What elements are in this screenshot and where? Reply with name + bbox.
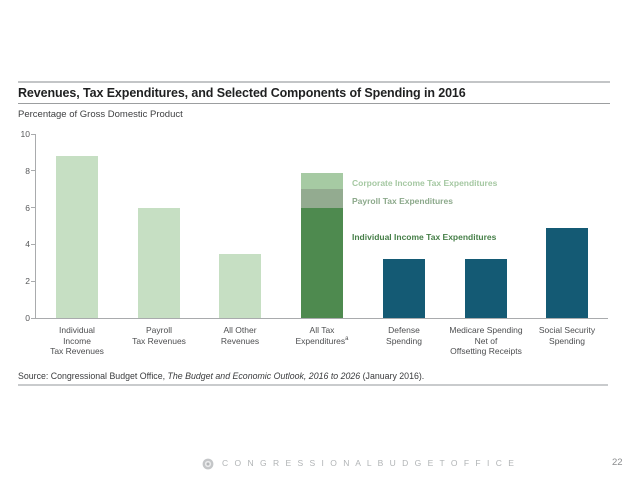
y-axis-tick-label: 6 <box>25 202 30 213</box>
x-axis-label: Medicare Spending Net of Offsetting Receip… <box>434 325 538 357</box>
x-axis-label: Defense Spending <box>352 325 456 346</box>
x-axis-label-line: Social Security <box>538 325 596 335</box>
footnote-marker: a <box>345 335 349 342</box>
y-axis-tick-label: 8 <box>25 165 30 176</box>
page-number: 22 <box>612 457 623 468</box>
x-axis-label-line: Income <box>63 335 91 346</box>
x-axis-label-line: Tax Revenues <box>50 346 104 356</box>
x-axis-label-line: Tax Revenues <box>132 335 186 346</box>
source-prefix: Source: Congressional Budget Office, <box>18 371 168 381</box>
bar-segment <box>301 189 343 208</box>
x-axis-label-line: All Other <box>223 325 257 335</box>
bar-3 <box>219 253 261 318</box>
y-axis-tick <box>31 207 35 209</box>
y-axis-tick-label: 0 <box>25 313 30 323</box>
bar-segment <box>301 207 343 318</box>
x-axis-label-line: Revenues <box>220 335 260 346</box>
bar-5 <box>383 259 425 318</box>
y-axis-tick <box>31 243 35 245</box>
x-axis-label-line: Expendituresa <box>295 335 349 346</box>
y-axis-unit-label: Percentage of Gross Domestic Product <box>18 109 183 120</box>
source-publication: The Budget and Economic Outlook, 2016 to… <box>167 371 361 381</box>
y-axis-tick <box>31 170 35 172</box>
bar-7 <box>546 227 588 318</box>
annotation-individual-tax-expenditures: Individual Income Tax Expenditures <box>352 232 497 242</box>
source-note: Source: Congressional Budget Office, The… <box>18 371 424 381</box>
x-axis-label-line: Defense <box>388 325 420 335</box>
x-axis-label-line: Offsetting Receipts <box>450 346 522 356</box>
x-axis-label-line: Spending <box>549 335 585 346</box>
x-axis-label-line: Payroll <box>146 325 172 335</box>
x-axis-label-line: Net of <box>474 335 498 346</box>
bar-6 <box>465 259 507 318</box>
y-axis-tick-label: 4 <box>25 239 30 250</box>
y-axis-tick <box>31 133 35 135</box>
bar-chart-plot-area: 0 2 4 6 8 10 Individual Income Tax Revenues Payro… <box>21 129 608 356</box>
x-axis-label: Individual Income Tax Revenues <box>25 325 129 357</box>
cbo-logo-icon <box>202 457 214 475</box>
y-axis-tick-label: 2 <box>25 276 30 287</box>
title-rule-bottom <box>18 103 610 104</box>
bar-segment <box>301 172 343 190</box>
title-rule-top <box>18 81 610 83</box>
bar-2 <box>138 207 180 318</box>
x-axis-label-line: Medicare Spending <box>449 325 523 335</box>
x-axis-label: Payroll Tax Revenues <box>107 325 211 346</box>
chart-title: Revenues, Tax Expenditures, and Selected… <box>18 86 466 100</box>
annotation-corporate-tax-expenditures: Corporate Income Tax Expenditures <box>352 178 498 188</box>
annotation-payroll-tax-expenditures: Payroll Tax Expenditures <box>352 196 453 206</box>
stacked-bar-4 <box>301 172 343 318</box>
x-axis-label-line: Spending <box>386 335 422 346</box>
bar-1 <box>56 156 98 318</box>
footer-org-name: C O N G R E S S I O N A L B U D G E T O … <box>222 458 516 468</box>
footer-rule <box>18 384 608 386</box>
x-axis-label: All Other Revenues <box>188 325 292 346</box>
y-axis-tick <box>31 317 35 319</box>
x-axis-label-line: All Tax <box>309 325 335 335</box>
x-axis-label-line: Individual <box>59 325 95 335</box>
y-axis-tick <box>31 280 35 282</box>
source-suffix: (January 2016). <box>360 371 425 381</box>
x-axis-label: All Tax Expendituresa <box>270 325 374 346</box>
y-axis-tick-label: 10 <box>20 129 30 139</box>
x-axis-line <box>35 318 608 319</box>
x-axis-label: Social Security Spending <box>515 325 619 346</box>
y-axis-line <box>35 134 36 318</box>
